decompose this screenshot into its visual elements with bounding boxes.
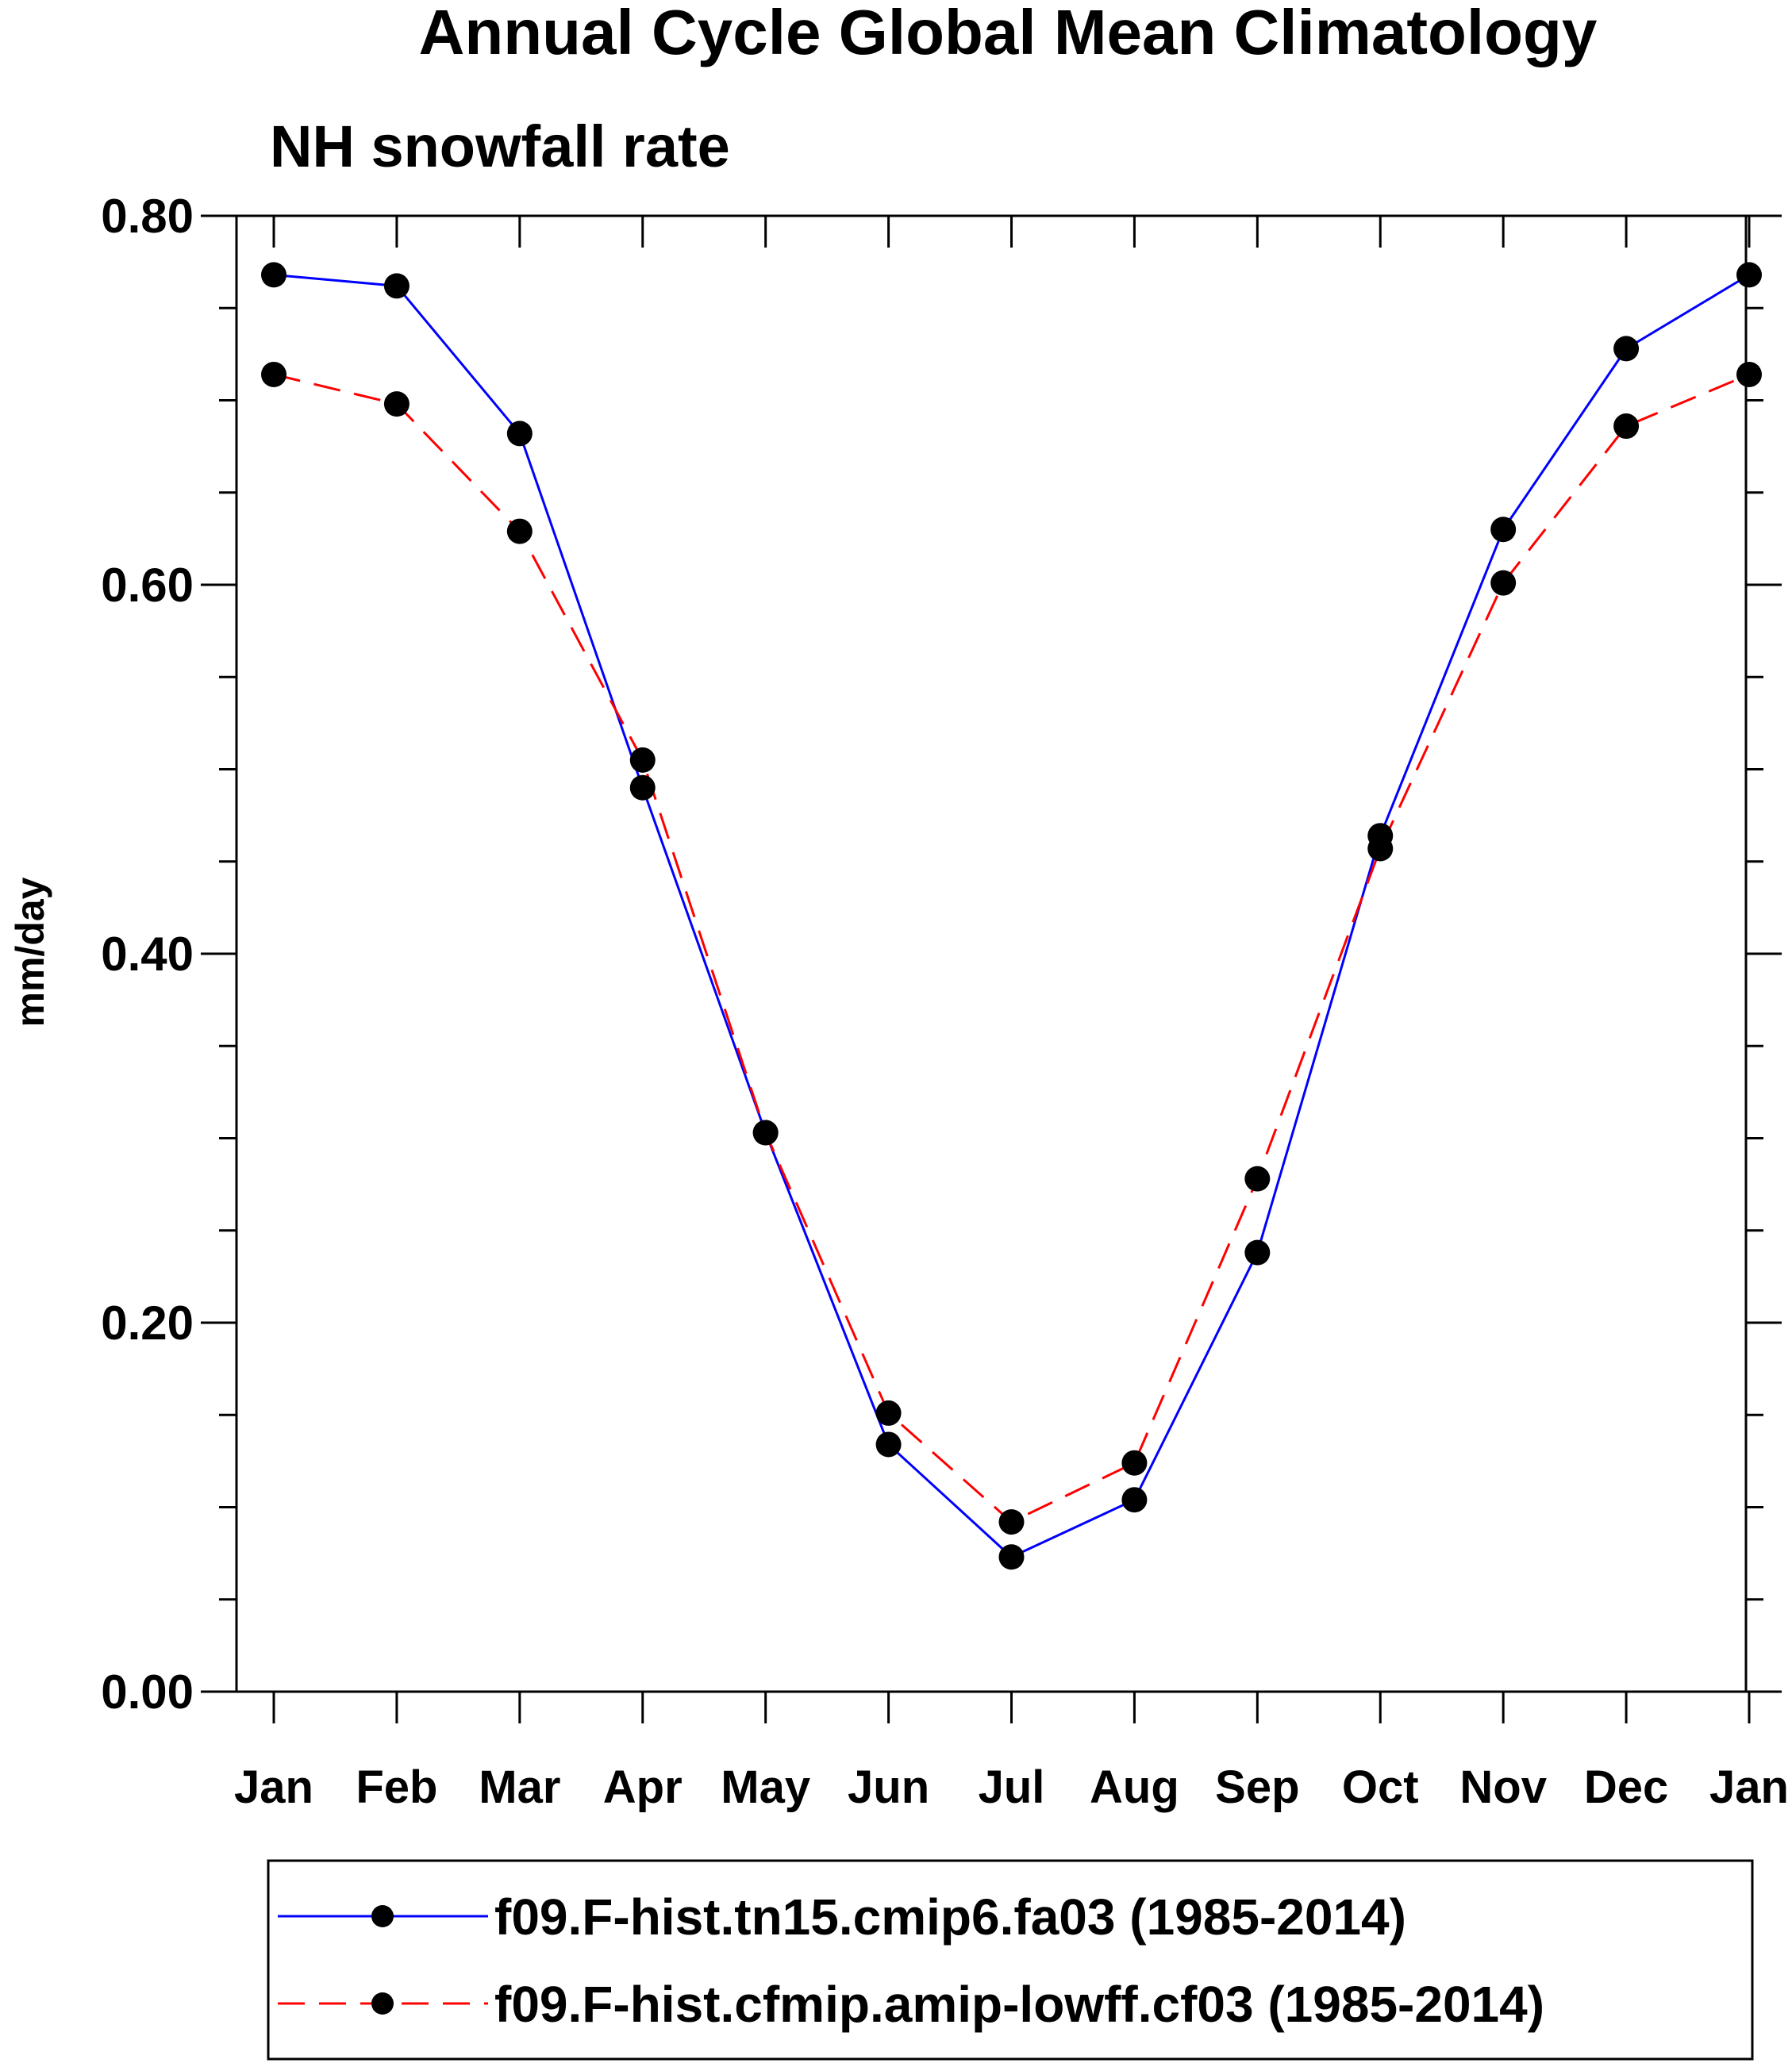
plot-frame	[235, 214, 1748, 1693]
series-line-1	[273, 273, 1750, 1558]
legend-marker-series-1	[371, 1905, 394, 1927]
legend-label-series-2: f09.F-hist.cfmip.amip-lowff.cf03 (1985-2…	[494, 1976, 1544, 2033]
x-tick-label: Nov	[1459, 1761, 1547, 1813]
data-point-series-1	[1244, 1239, 1271, 1266]
data-point-series-1	[506, 421, 533, 447]
data-point-series-2	[1490, 570, 1517, 596]
x-tick-label: Jan	[234, 1761, 313, 1813]
data-point-series-2	[506, 518, 533, 544]
data-point-series-2	[998, 1509, 1025, 1535]
legend-box	[267, 1859, 1754, 2061]
data-point-series-2	[383, 391, 410, 417]
x-tick-label: Aug	[1090, 1761, 1179, 1813]
data-point-series-1	[1121, 1487, 1148, 1513]
legend: f09.F-hist.tn15.cmip6.fa03 (1985-2014) f…	[267, 1859, 1754, 2061]
data-point-series-2	[1367, 836, 1394, 862]
x-tick-label: Apr	[603, 1761, 683, 1813]
data-point-series-2	[1736, 361, 1762, 387]
x-tick-labels: Jan Feb Mar Apr May Jun Jul Aug Sep Oct Nov Dec Jan	[234, 1761, 1789, 1813]
data-point-series-1	[875, 1431, 902, 1458]
chart-title: Annual Cycle Global Mean Climatology	[419, 0, 1598, 67]
y-tick-label: 0.00	[101, 1665, 194, 1719]
x-tick-label: Oct	[1342, 1761, 1419, 1813]
x-tick-label: Sep	[1215, 1761, 1299, 1813]
legend-label-series-1: f09.F-hist.tn15.cmip6.fa03 (1985-2014)	[494, 1888, 1406, 1946]
series-layer	[261, 262, 1762, 1570]
axis-ticks	[201, 214, 1782, 1723]
data-point-series-2	[752, 1120, 779, 1146]
data-point-series-2	[1613, 413, 1640, 440]
data-point-series-1	[998, 1544, 1025, 1570]
y-tick-labels: 0.00 0.20 0.40 0.60 0.80	[101, 190, 194, 1719]
chart-subtitle: NH snowfall rate	[270, 113, 730, 179]
data-point-series-1	[1490, 517, 1517, 543]
y-tick-label: 0.20	[101, 1297, 194, 1350]
data-point-series-2	[1244, 1166, 1271, 1192]
data-point-series-1	[383, 273, 410, 299]
x-tick-label: Jan	[1709, 1761, 1789, 1813]
x-tick-label: Jul	[979, 1761, 1045, 1813]
x-tick-label: May	[721, 1761, 810, 1813]
data-point-series-2	[261, 361, 286, 387]
data-point-series-1	[1613, 336, 1640, 362]
x-tick-label: Mar	[479, 1761, 560, 1813]
data-point-series-1	[261, 262, 286, 288]
data-point-series-1	[1736, 262, 1762, 288]
x-tick-label: Dec	[1584, 1761, 1668, 1813]
y-tick-label: 0.80	[101, 190, 194, 243]
data-point-series-1	[629, 774, 656, 801]
series-line-2	[273, 373, 1750, 1523]
x-tick-label: Feb	[356, 1761, 437, 1813]
x-tick-label: Jun	[848, 1761, 929, 1813]
y-axis-label: mm/day	[8, 877, 52, 1027]
y-tick-label: 0.60	[101, 559, 194, 612]
y-tick-label: 0.40	[101, 928, 194, 981]
data-point-series-2	[629, 747, 656, 773]
legend-marker-series-2	[371, 1992, 394, 2015]
data-point-series-2	[1121, 1450, 1148, 1476]
data-point-series-2	[875, 1400, 902, 1426]
